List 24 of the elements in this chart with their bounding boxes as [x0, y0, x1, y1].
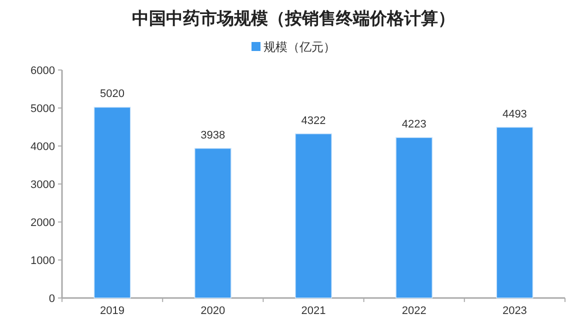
x-tick-label: 2022 [402, 305, 426, 317]
chart-title: 中国中药市场规模（按销售终端价格计算） [132, 9, 455, 29]
y-tick-label: 6000 [30, 65, 55, 77]
bar [94, 106, 131, 298]
bar [396, 137, 433, 298]
data-label: 4322 [301, 114, 326, 127]
data-label: 5020 [100, 88, 125, 100]
bar [294, 133, 332, 298]
legend-label: 规模（亿元） [264, 40, 336, 54]
data-label: 4223 [402, 118, 426, 131]
x-tick-label: 2023 [502, 305, 527, 317]
x-tick-label: 2019 [100, 305, 125, 317]
y-tick-label: 2000 [30, 217, 55, 229]
x-tick-label: 2021 [301, 305, 326, 317]
y-tick-label: 5000 [30, 103, 55, 115]
y-tick-label: 3000 [30, 179, 55, 191]
data-label: 3938 [200, 129, 226, 142]
y-tick-label: 0 [48, 293, 55, 305]
data-label: 4493 [502, 108, 527, 120]
bar [194, 148, 232, 298]
bar [496, 126, 534, 298]
y-tick-label: 1000 [30, 255, 55, 267]
x-tick-label: 2020 [200, 305, 226, 317]
y-tick-label: 4000 [30, 141, 55, 153]
